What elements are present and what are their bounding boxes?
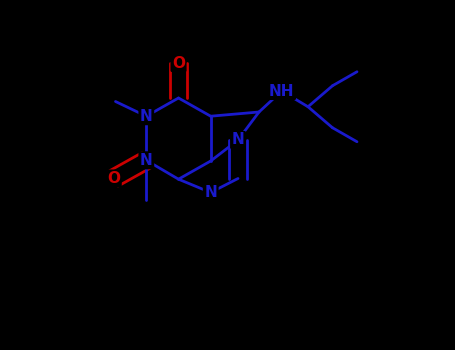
Text: O: O — [172, 56, 185, 70]
Text: N: N — [232, 133, 244, 147]
Text: O: O — [107, 171, 120, 186]
Text: N: N — [204, 185, 217, 200]
Text: NH: NH — [269, 84, 294, 98]
Text: N: N — [140, 109, 153, 124]
Text: N: N — [140, 153, 153, 168]
